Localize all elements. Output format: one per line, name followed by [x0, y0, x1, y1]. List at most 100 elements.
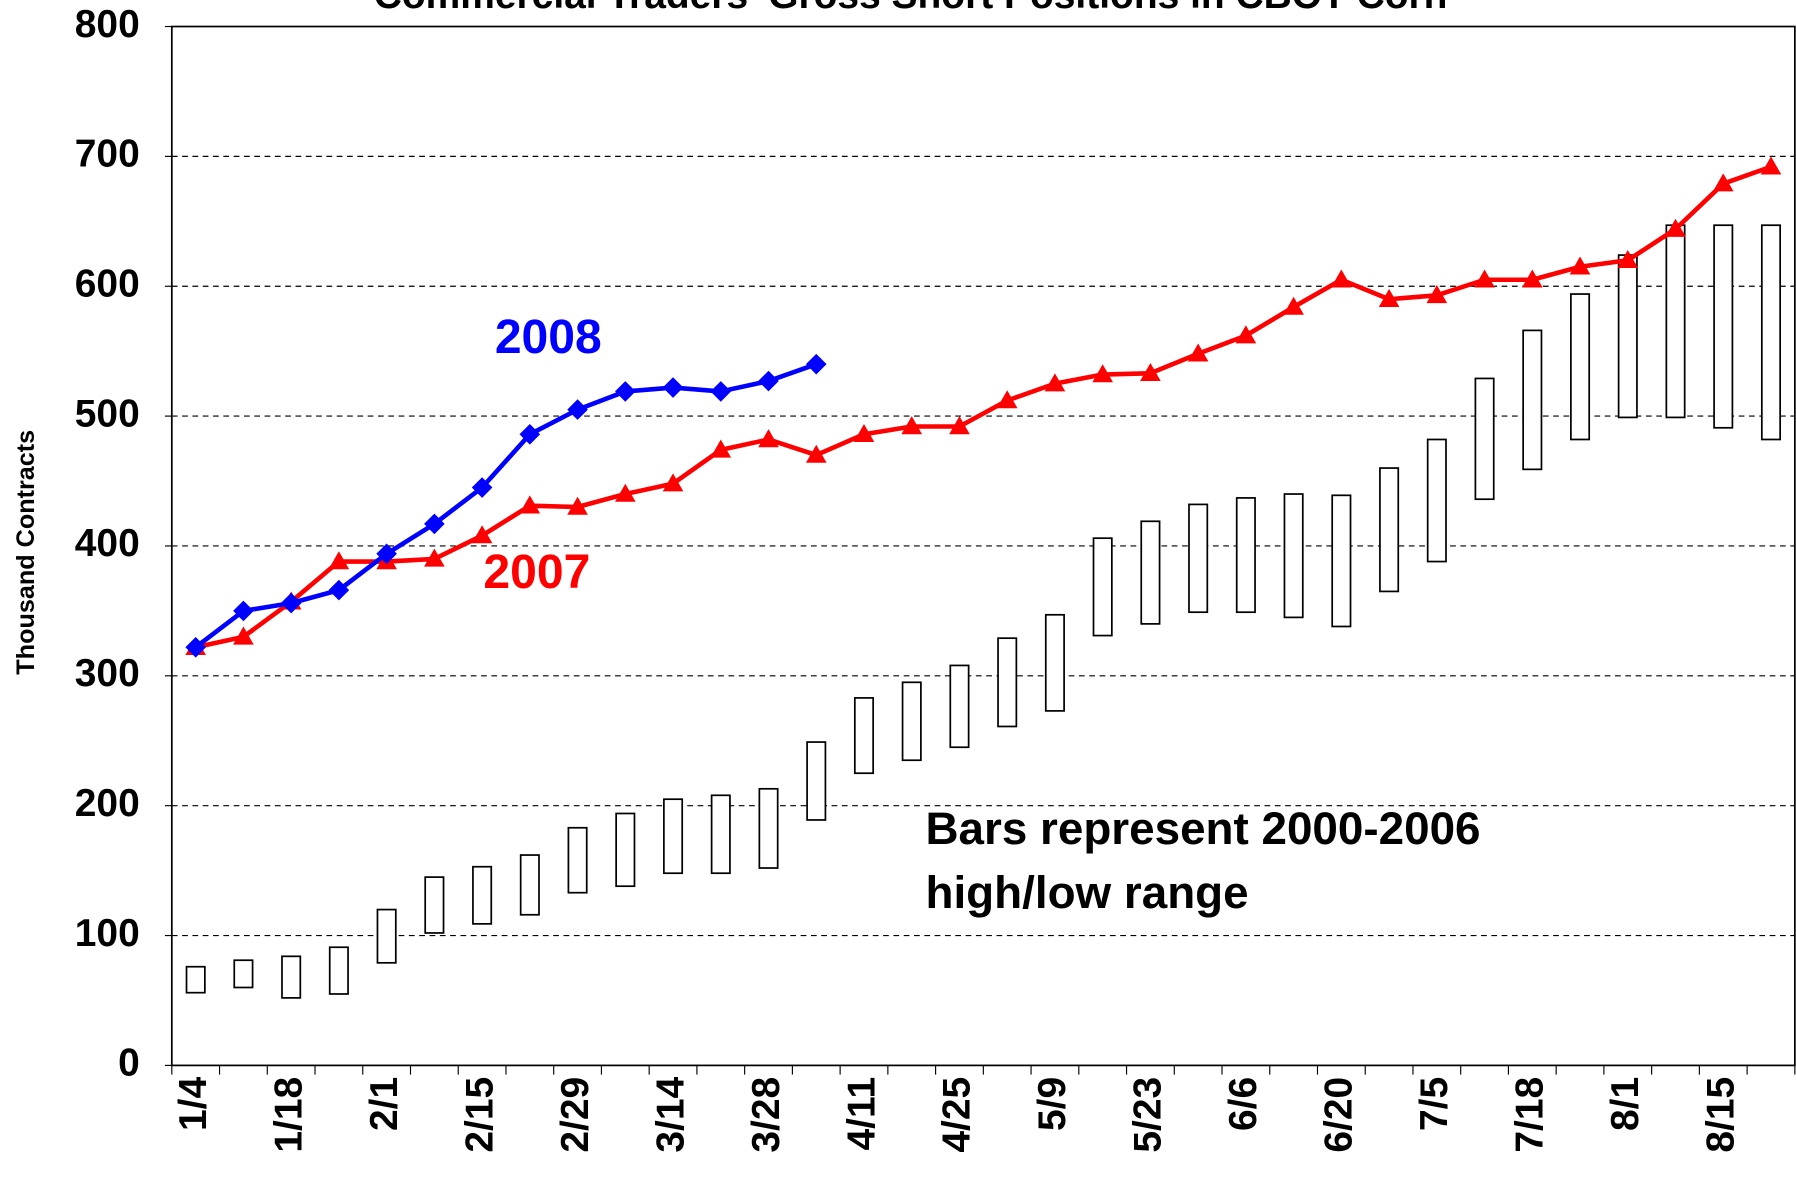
marker — [280, 592, 302, 614]
marker — [1760, 156, 1782, 175]
range-bar — [376, 908, 397, 964]
marker — [1331, 269, 1352, 288]
range-bar — [806, 741, 827, 821]
marker — [328, 579, 350, 601]
marker — [1474, 269, 1495, 288]
x-tick-label: 6/6 — [1222, 1077, 1265, 1131]
marker — [853, 423, 875, 443]
marker — [1665, 218, 1686, 237]
marker — [805, 353, 827, 375]
x-tick-label: 8/1 — [1604, 1077, 1647, 1131]
marker — [1378, 288, 1400, 307]
range-bar — [1188, 503, 1209, 614]
x-tick-label: 2/29 — [554, 1077, 597, 1153]
range-bar — [758, 787, 779, 869]
range-bar — [424, 876, 445, 934]
marker — [710, 439, 732, 458]
marker — [567, 496, 588, 515]
marker — [1187, 343, 1209, 362]
marker — [233, 600, 254, 622]
x-tick-label: 1/4 — [172, 1077, 215, 1131]
marker — [519, 495, 541, 514]
x-tick-label: 8/15 — [1700, 1077, 1743, 1153]
range-bar — [567, 826, 588, 894]
y-tick-label: 800 — [75, 3, 140, 46]
range-bar — [1522, 329, 1543, 471]
marker — [758, 370, 779, 392]
range-bar — [1379, 467, 1400, 593]
range-bar — [1331, 494, 1352, 628]
y-axis-label: Thousand Contracts — [12, 430, 40, 675]
marker — [1092, 364, 1113, 383]
marker — [328, 551, 350, 570]
x-tick-label: 4/11 — [840, 1077, 883, 1151]
marker — [758, 429, 779, 448]
marker — [1617, 249, 1639, 269]
marker — [614, 381, 636, 402]
range-bar — [1474, 377, 1495, 501]
x-tick-label: 6/20 — [1318, 1077, 1361, 1153]
range-bar — [1617, 254, 1638, 419]
marker — [1044, 373, 1066, 392]
range-bar — [1665, 224, 1686, 419]
x-tick-label: 4/25 — [936, 1077, 979, 1153]
range-bar — [1140, 520, 1161, 625]
marker — [1521, 269, 1543, 288]
range-bar — [1426, 438, 1447, 563]
marker — [1140, 362, 1161, 381]
y-tick-label: 100 — [75, 912, 140, 955]
y-tick-label: 600 — [75, 263, 140, 306]
range-bar — [853, 697, 875, 775]
marker — [996, 390, 1018, 409]
range-bar — [615, 812, 636, 888]
x-tick-label: 2/15 — [458, 1077, 501, 1153]
range-bar — [663, 798, 684, 875]
x-tick-label: 7/18 — [1509, 1077, 1552, 1153]
range-bar — [185, 965, 206, 994]
y-tick-label: 300 — [75, 652, 140, 695]
x-tick-label: 3/14 — [649, 1077, 692, 1153]
marker — [1235, 325, 1257, 344]
marker — [233, 626, 254, 645]
marker — [376, 543, 397, 565]
x-tick-label: 3/28 — [745, 1077, 788, 1153]
marker — [805, 444, 827, 463]
range-bar — [281, 955, 302, 999]
y-tick-label: 400 — [75, 522, 140, 565]
marker — [614, 483, 636, 502]
range-bar — [328, 946, 349, 995]
range-bar — [1713, 224, 1734, 429]
marker — [901, 416, 923, 435]
annotation: Bars represent 2000-2006 — [925, 803, 1480, 854]
marker — [471, 525, 493, 544]
range-bar — [1283, 493, 1304, 619]
x-tick-label: 2/1 — [363, 1077, 406, 1131]
range-bar — [472, 865, 493, 925]
marker — [1426, 285, 1448, 304]
x-tick-label: 1/18 — [267, 1077, 310, 1153]
range-bar — [1092, 537, 1113, 637]
marker — [424, 548, 445, 567]
marker — [424, 513, 445, 535]
y-tick-label: 700 — [75, 133, 140, 176]
x-tick-label: 7/5 — [1413, 1077, 1456, 1131]
annotation: high/low range — [925, 867, 1248, 918]
chart-title: Commercial Traders' Gross Short Position… — [374, 0, 1448, 17]
range-bar — [1570, 293, 1591, 441]
y-tick-label: 500 — [75, 392, 140, 435]
range-bar — [1235, 497, 1256, 614]
marker — [662, 473, 684, 492]
marker — [567, 399, 588, 420]
y-tick-label: 0 — [118, 1042, 140, 1085]
marker — [662, 377, 684, 398]
marker — [1712, 173, 1734, 192]
series-label: 2008 — [495, 310, 602, 364]
x-tick-label: 5/23 — [1127, 1077, 1170, 1153]
range-bar — [901, 681, 922, 762]
marker — [1283, 296, 1304, 315]
range-bar — [997, 637, 1018, 728]
range-bar — [233, 959, 254, 989]
y-tick-label: 200 — [75, 782, 140, 825]
range-bar — [710, 794, 731, 875]
